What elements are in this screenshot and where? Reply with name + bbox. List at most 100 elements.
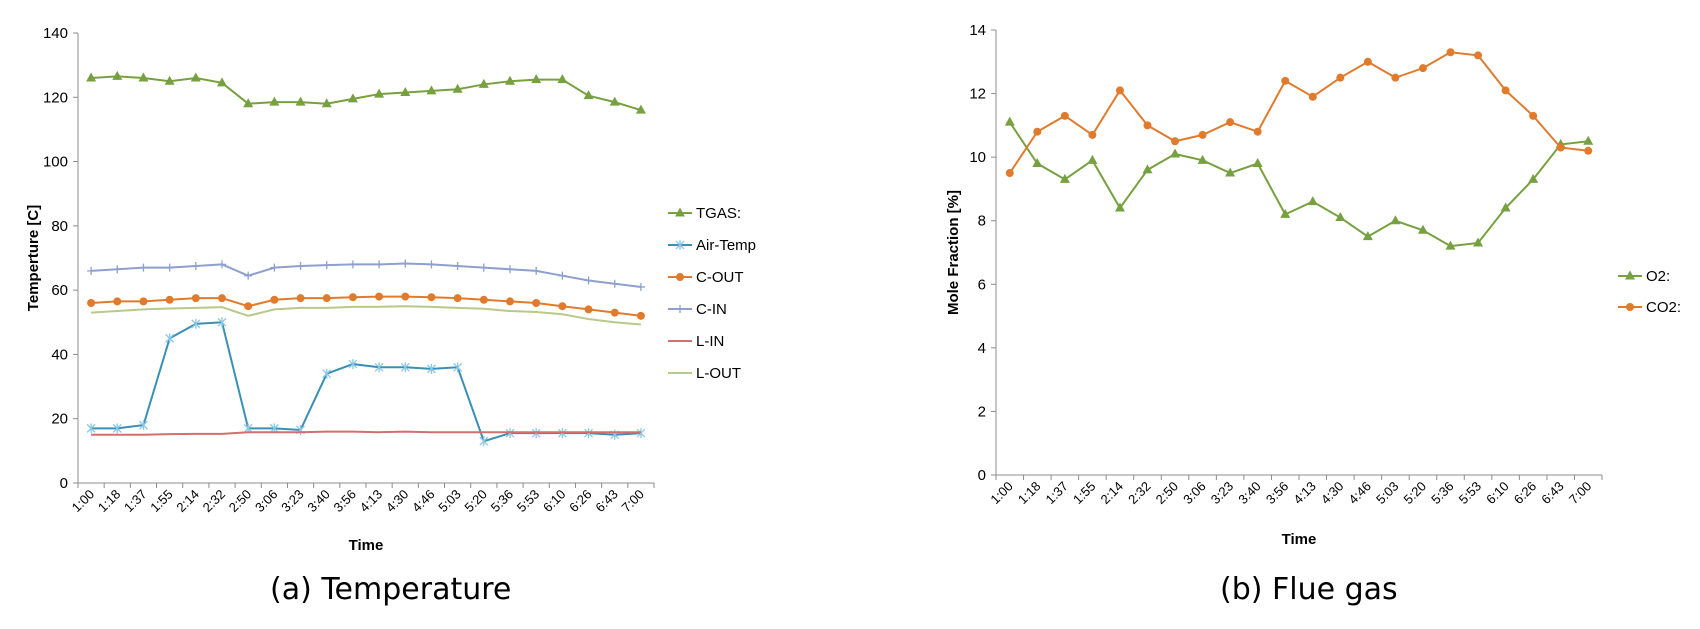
data-point-tgas — [190, 72, 201, 82]
data-point-air-temp — [191, 318, 201, 329]
y-tick-label: 8 — [978, 213, 986, 230]
x-tick-label: 1:18 — [95, 487, 124, 516]
data-point-c-in — [322, 261, 331, 270]
data-point-air-temp — [374, 362, 384, 373]
data-point-air-temp — [400, 362, 410, 373]
data-point-c-in — [218, 260, 226, 269]
series-air-temp — [86, 317, 646, 447]
data-point-o2 — [1252, 158, 1263, 167]
x-tick-label: 4:30 — [383, 487, 412, 516]
data-point-co2 — [1308, 92, 1317, 101]
data-point-tgas — [505, 75, 515, 85]
series-line-c-in — [91, 262, 642, 288]
data-point-o2 — [1170, 148, 1181, 158]
data-point-co2 — [1584, 146, 1593, 155]
data-point-c-out — [532, 299, 541, 307]
data-point-co2 — [1391, 73, 1400, 82]
x-axis-title: Time — [349, 537, 384, 554]
x-tick-label: 3:56 — [331, 487, 360, 516]
y-tick-label: 0 — [978, 467, 986, 484]
x-tick-label: 6:43 — [1538, 479, 1567, 508]
y-axis-title: Mole Fraction [%] — [945, 190, 962, 315]
data-point-co2 — [1005, 169, 1014, 178]
data-point-tgas — [531, 74, 542, 84]
data-point-co2 — [1143, 121, 1152, 130]
data-point-air-temp — [217, 317, 227, 328]
y-tick-label: 12 — [969, 86, 986, 103]
legend-item-l-out: L-OUT — [668, 365, 741, 382]
y-tick-label: 0 — [60, 475, 68, 492]
data-point-tgas — [217, 77, 227, 87]
x-tick-label: 3:56 — [1263, 479, 1292, 508]
data-point-co2 — [1226, 118, 1235, 127]
data-point-co2 — [1529, 111, 1538, 120]
data-point-tgas — [452, 83, 463, 93]
legend-label: CO2: — [1646, 299, 1681, 316]
x-tick-label: 2:14 — [1098, 479, 1127, 508]
data-point-tgas — [609, 96, 620, 106]
x-tick-label: 3:23 — [1208, 479, 1237, 508]
x-tick-label: 2:32 — [1125, 479, 1154, 508]
series-line-tgas — [91, 75, 642, 112]
y-tick-label: 20 — [51, 411, 68, 428]
y-tick-label: 120 — [43, 89, 68, 106]
data-point-o2 — [1390, 215, 1401, 225]
legend-swatch-marker — [676, 305, 684, 313]
series-co2 — [1005, 48, 1593, 178]
data-point-co2 — [1363, 57, 1372, 66]
data-point-tgas — [86, 72, 97, 82]
x-tick-label: 5:36 — [488, 487, 517, 516]
legend-item-co2: CO2: — [1618, 299, 1681, 316]
x-tick-label: 3:06 — [252, 487, 281, 516]
x-tick-label: 2:50 — [1153, 479, 1182, 508]
data-point-air-temp — [165, 333, 175, 344]
data-point-co2 — [1501, 86, 1510, 95]
data-point-c-in — [113, 265, 122, 274]
data-point-c-out — [453, 294, 462, 303]
data-point-c-out — [558, 302, 567, 311]
data-point-c-out — [584, 305, 593, 314]
data-point-co2 — [1088, 130, 1097, 139]
data-point-c-in — [296, 262, 305, 271]
legend-swatch-marker — [1626, 303, 1634, 311]
data-point-tgas — [269, 96, 280, 106]
data-point-c-in — [165, 263, 174, 272]
data-point-tgas — [164, 75, 175, 85]
x-tick-label: 5:20 — [461, 487, 490, 516]
data-point-c-in — [506, 265, 514, 274]
data-point-c-out — [218, 294, 226, 303]
series-c-out — [87, 292, 645, 320]
x-tick-label: 5:20 — [1401, 479, 1430, 508]
legend-label: TGAS: — [696, 205, 741, 222]
x-tick-label: 5:36 — [1428, 479, 1457, 508]
legend-item-c-out: C-OUT — [668, 269, 744, 286]
x-tick-label: 6:10 — [540, 487, 569, 516]
data-point-c-in — [270, 263, 279, 272]
data-point-c-in — [532, 266, 541, 275]
data-point-o2 — [1142, 164, 1153, 174]
data-point-co2 — [1418, 64, 1427, 73]
data-point-c-out — [375, 292, 384, 301]
x-tick-label: 7:00 — [619, 487, 648, 516]
data-point-o2 — [1335, 212, 1346, 222]
x-tick-label: 3:23 — [278, 487, 307, 516]
series-c-in — [87, 259, 645, 291]
data-point-c-in — [139, 263, 148, 272]
x-tick-label: 4:13 — [357, 487, 386, 516]
data-point-co2 — [1281, 76, 1290, 85]
data-point-co2 — [1060, 111, 1069, 120]
x-tick-label: 5:03 — [435, 487, 464, 516]
legend-item-air-temp: Air-Temp — [668, 237, 756, 254]
data-point-air-temp — [479, 436, 489, 447]
data-point-o2 — [1197, 154, 1208, 164]
data-point-tgas — [557, 74, 568, 84]
series-line-air-temp — [91, 321, 641, 443]
x-tick-label: 4:30 — [1318, 479, 1347, 508]
data-point-c-out — [479, 295, 488, 304]
data-point-c-out — [610, 308, 619, 317]
data-point-c-in — [191, 262, 200, 271]
data-point-o2 — [1225, 167, 1236, 177]
data-point-tgas — [295, 96, 306, 106]
y-tick-label: 4 — [978, 340, 986, 357]
